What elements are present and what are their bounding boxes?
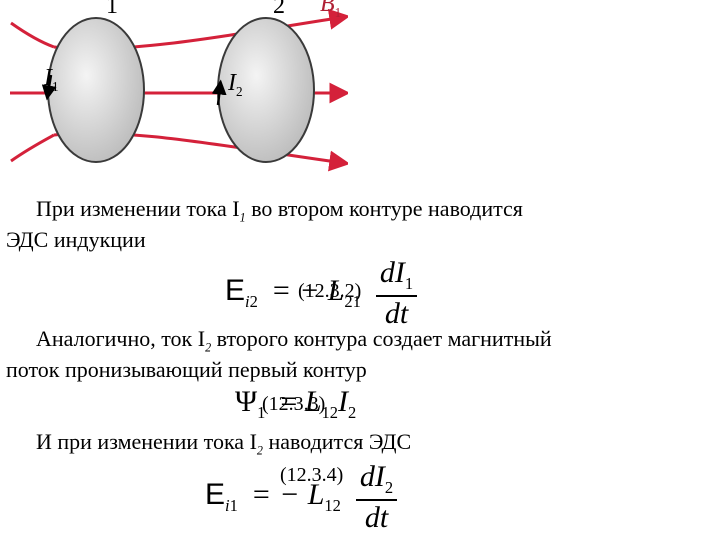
label-loop2: 2 (273, 0, 285, 20)
label-I2: I2 (228, 70, 243, 100)
equation-4-row: Ei1 = − L12 dI2 dt (12.3.4) (0, 462, 720, 532)
eq-number-2: (12.3.2) (298, 280, 361, 303)
label-loop1: 1 (106, 0, 118, 20)
eq-number-4: (12.3.4) (280, 464, 343, 487)
equation-2-row: Ei2 = − L21 dI1 dt (12.3.2) (0, 258, 720, 313)
diagram-svg (8, 0, 348, 180)
paragraph-2: Аналогично, ток I2 второго контура созда… (6, 325, 706, 385)
equation-3-row: Ψ1 = L12I2 (12.3.3) (0, 385, 720, 425)
paragraph-3: И при изменении тока I2 наводится ЭДС (6, 428, 706, 459)
label-I1: I1 (44, 65, 59, 95)
mutual-induction-diagram: 1 2 B1 I1 I2 (8, 0, 348, 180)
label-B1: B1 (320, 0, 341, 21)
page-root: 1 2 B1 I1 I2 При изменении тока I1 во вт… (0, 0, 720, 540)
paragraph-1: При изменении тока I1 во втором контуре … (6, 195, 706, 255)
eq-number-3: (12.3.3) (262, 393, 325, 416)
